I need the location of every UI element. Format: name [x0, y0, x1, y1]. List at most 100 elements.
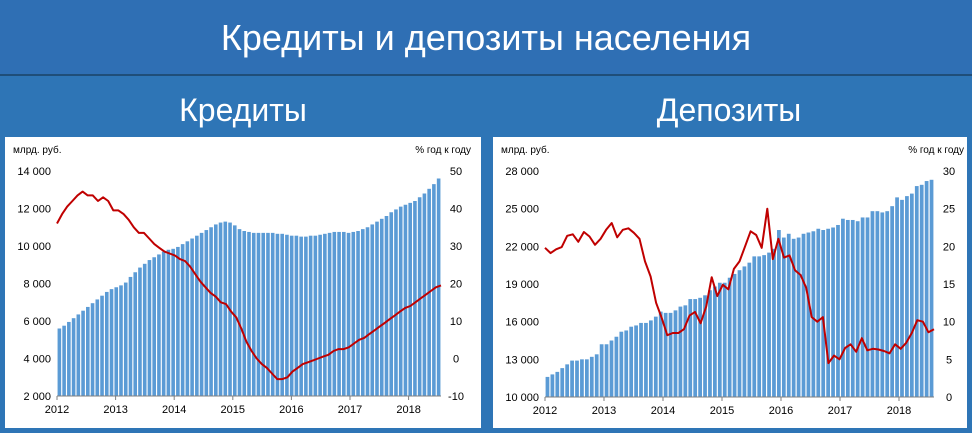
bar [639, 322, 643, 397]
y2-tick-label: 20 [450, 279, 462, 291]
bar [836, 224, 840, 397]
bar [157, 254, 161, 396]
bar [280, 233, 284, 396]
x-tick-label: 2013 [592, 405, 616, 417]
bar [384, 216, 389, 396]
bar [875, 211, 880, 397]
y2-tick-label: 15 [943, 279, 955, 291]
growth-line [56, 190, 442, 381]
y-tick-label: 28 000 [505, 166, 539, 178]
bar [251, 232, 256, 396]
x-tick-label: 2013 [103, 404, 127, 416]
loans-chart: млрд. руб. % год к году 2 000 4 000 6 000 8 0… [13, 144, 471, 416]
y2-tick-label: 5 [946, 354, 952, 366]
bar [389, 212, 394, 396]
bar [62, 325, 66, 396]
bar [190, 238, 194, 396]
y2-axis-label: % год к году [908, 145, 964, 156]
bar [668, 312, 673, 397]
bar [919, 184, 924, 397]
bar [266, 232, 270, 396]
bar [81, 310, 85, 396]
bar [351, 231, 356, 396]
bar [209, 227, 213, 396]
bar [747, 262, 752, 397]
bar [138, 267, 142, 396]
x-tick-label: 2016 [769, 405, 793, 417]
bar [104, 291, 109, 396]
bar [575, 360, 579, 397]
bar [256, 232, 261, 396]
bar [370, 224, 375, 396]
bar [304, 236, 308, 396]
bar [313, 235, 318, 396]
bar [924, 181, 929, 397]
bar [781, 237, 786, 397]
bar [663, 312, 668, 397]
bar [95, 299, 100, 396]
y-tick-label: 10 000 [505, 392, 539, 404]
bar [826, 228, 831, 397]
bar [885, 211, 890, 397]
bar [624, 330, 629, 397]
bar [299, 236, 303, 396]
bar [332, 231, 337, 396]
bar [161, 251, 166, 396]
bar [629, 326, 634, 397]
left-panel-title: Кредиты [179, 92, 307, 128]
bar [722, 282, 727, 397]
bar [109, 289, 114, 396]
x-tick-label: 2016 [279, 404, 303, 416]
bar [895, 197, 899, 397]
bar [634, 325, 638, 397]
bar [346, 232, 351, 396]
bar [796, 237, 801, 397]
y2-tick-label: 0 [453, 354, 459, 366]
bar [223, 221, 228, 396]
bar [128, 276, 133, 396]
bar [560, 368, 565, 397]
bar [432, 184, 436, 396]
bar [394, 209, 398, 396]
bar [337, 231, 341, 396]
loans-chart-panel: млрд. руб. % год к году 2 000 4 000 6 000 8 0… [5, 137, 481, 428]
bar [688, 299, 693, 397]
bar [237, 229, 242, 396]
bar [644, 322, 648, 397]
y-tick-label: 12 000 [17, 204, 51, 216]
bar [594, 354, 599, 397]
y-tick-label: 14 000 [17, 166, 51, 178]
deposits-chart-panel: млрд. руб. % год к году 10 000 13 000 16 000… [493, 137, 967, 428]
bar [67, 321, 71, 396]
bar [147, 260, 152, 396]
bar [599, 344, 604, 397]
y2-tick-label: 0 [946, 392, 952, 404]
bar [619, 331, 624, 397]
bar [76, 314, 81, 396]
bar [360, 229, 365, 396]
y2-tick-label: 40 [450, 204, 462, 216]
bar [308, 235, 313, 396]
bar [119, 285, 123, 396]
bar [142, 263, 147, 396]
x-tick-label: 2012 [533, 405, 557, 417]
bar [261, 232, 266, 396]
bar [703, 295, 707, 397]
bar [195, 235, 199, 396]
bar [742, 266, 747, 397]
x-tick-label: 2018 [887, 405, 911, 417]
bar [762, 255, 766, 397]
y2-tick-label: 10 [450, 316, 462, 328]
y-tick-label: 10 000 [17, 241, 51, 253]
bar [185, 241, 190, 396]
bar [199, 232, 204, 396]
bar [180, 244, 185, 396]
y-axis-label: млрд. руб. [501, 144, 550, 156]
bar [698, 297, 702, 397]
bar [214, 224, 218, 396]
bar [708, 290, 712, 397]
bar [845, 219, 850, 397]
bar [152, 257, 156, 396]
bar [850, 219, 855, 397]
y-tick-label: 2 000 [23, 391, 51, 403]
